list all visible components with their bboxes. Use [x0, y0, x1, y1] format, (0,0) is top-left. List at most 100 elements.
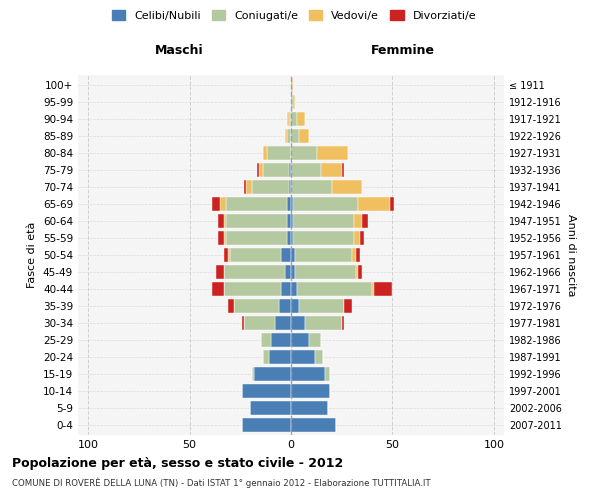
Bar — [254, 366, 291, 381]
Bar — [226, 214, 287, 228]
Text: Femmine: Femmine — [371, 44, 434, 58]
Bar — [287, 231, 291, 245]
Bar — [358, 265, 362, 279]
Bar — [299, 298, 344, 313]
Bar — [295, 248, 352, 262]
Bar — [228, 298, 234, 313]
Bar — [293, 197, 358, 212]
Bar — [374, 282, 392, 296]
Bar — [362, 214, 368, 228]
Bar — [224, 231, 226, 245]
Bar — [305, 316, 342, 330]
Bar — [291, 163, 322, 178]
Bar — [247, 180, 253, 194]
Bar — [287, 214, 291, 228]
Bar — [230, 248, 281, 262]
Bar — [291, 298, 299, 313]
Bar — [244, 316, 275, 330]
Bar — [218, 231, 224, 245]
Bar — [266, 146, 291, 160]
Bar — [253, 366, 254, 381]
Bar — [244, 180, 247, 194]
Bar — [291, 265, 295, 279]
Bar — [291, 316, 305, 330]
Bar — [291, 384, 329, 398]
Bar — [289, 180, 291, 194]
Bar — [220, 197, 226, 212]
Bar — [226, 197, 287, 212]
Bar — [342, 163, 344, 178]
Bar — [291, 78, 293, 92]
Bar — [291, 248, 295, 262]
Bar — [342, 316, 344, 330]
Bar — [234, 298, 279, 313]
Bar — [356, 265, 358, 279]
Bar — [260, 332, 271, 347]
Bar — [291, 231, 293, 245]
Bar — [287, 112, 289, 126]
Bar — [291, 418, 335, 432]
Bar — [242, 316, 244, 330]
Bar — [228, 248, 230, 262]
Bar — [224, 265, 285, 279]
Bar — [291, 95, 293, 110]
Bar — [391, 197, 394, 212]
Bar — [224, 282, 281, 296]
Text: Popolazione per età, sesso e stato civile - 2012: Popolazione per età, sesso e stato civil… — [12, 458, 343, 470]
Bar — [224, 214, 226, 228]
Bar — [297, 112, 305, 126]
Bar — [242, 418, 291, 432]
Bar — [226, 231, 287, 245]
Bar — [293, 214, 354, 228]
Bar — [354, 231, 360, 245]
Bar — [216, 265, 224, 279]
Bar — [291, 129, 299, 144]
Bar — [279, 298, 291, 313]
Bar — [212, 197, 220, 212]
Bar — [269, 350, 291, 364]
Bar — [291, 400, 328, 415]
Bar — [224, 248, 228, 262]
Bar — [291, 214, 293, 228]
Bar — [352, 248, 356, 262]
Bar — [289, 163, 291, 178]
Bar — [253, 180, 289, 194]
Bar — [360, 231, 364, 245]
Bar — [291, 350, 316, 364]
Bar — [281, 248, 291, 262]
Bar — [297, 282, 372, 296]
Bar — [212, 282, 224, 296]
Y-axis label: Anni di nascita: Anni di nascita — [566, 214, 575, 296]
Bar — [285, 129, 287, 144]
Bar — [281, 282, 291, 296]
Bar — [332, 180, 362, 194]
Bar — [293, 231, 354, 245]
Bar — [291, 112, 297, 126]
Bar — [291, 146, 317, 160]
Bar — [299, 129, 309, 144]
Text: Maschi: Maschi — [155, 44, 204, 58]
Bar — [316, 350, 323, 364]
Y-axis label: Fasce di età: Fasce di età — [28, 222, 37, 288]
Bar — [242, 384, 291, 398]
Bar — [372, 282, 374, 296]
Bar — [291, 366, 325, 381]
Bar — [291, 197, 293, 212]
Bar — [325, 366, 329, 381]
Bar — [358, 197, 391, 212]
Bar — [259, 163, 263, 178]
Bar — [344, 298, 352, 313]
Bar — [322, 163, 342, 178]
Bar — [317, 146, 348, 160]
Bar — [291, 180, 332, 194]
Bar — [250, 400, 291, 415]
Bar — [295, 265, 356, 279]
Bar — [263, 350, 269, 364]
Bar — [271, 332, 291, 347]
Legend: Celibi/Nubili, Coniugati/e, Vedovi/e, Divorziati/e: Celibi/Nubili, Coniugati/e, Vedovi/e, Di… — [107, 6, 481, 25]
Bar — [263, 146, 266, 160]
Bar — [291, 332, 309, 347]
Bar — [354, 214, 362, 228]
Bar — [257, 163, 259, 178]
Bar — [356, 248, 360, 262]
